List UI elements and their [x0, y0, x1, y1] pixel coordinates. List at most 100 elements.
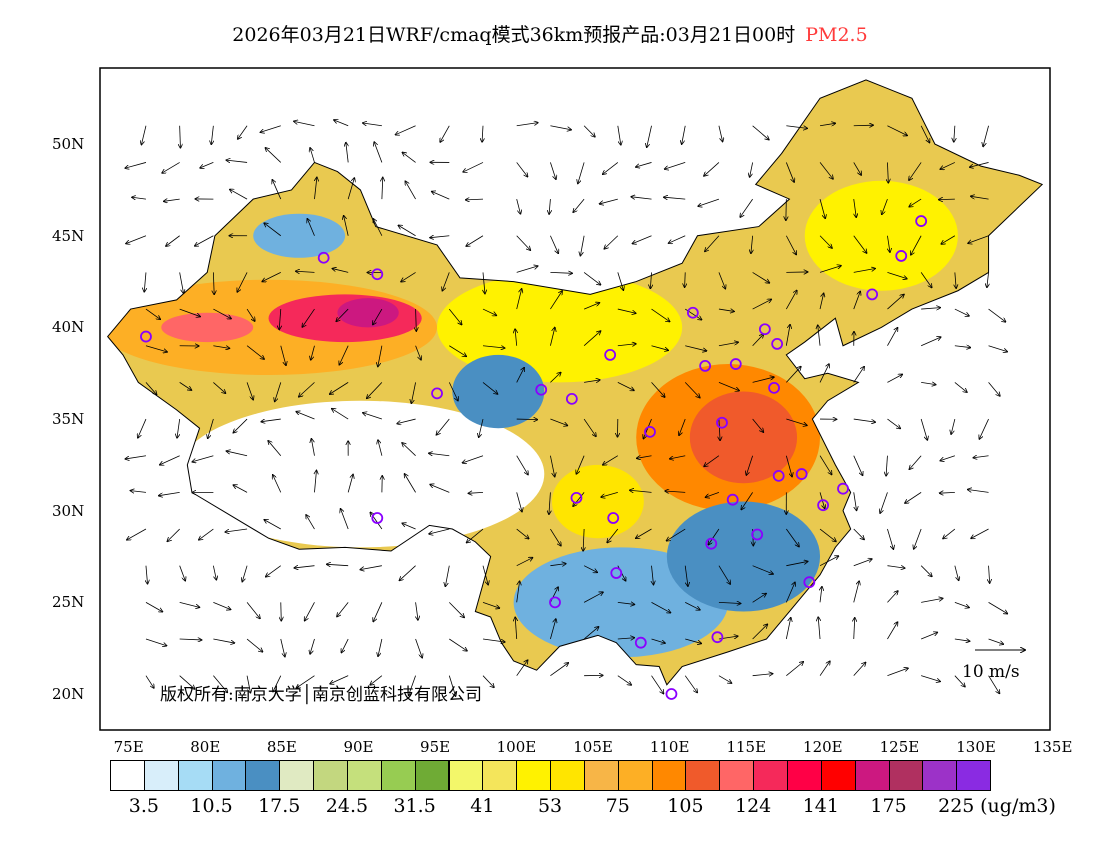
wind-arrow	[347, 475, 353, 493]
wind-arrow	[785, 162, 794, 182]
wind-arrow	[583, 529, 584, 551]
wind-arrow	[786, 561, 807, 567]
wind-arrow	[515, 617, 516, 640]
wind-arrow	[685, 638, 701, 643]
wind-arrow	[395, 125, 416, 135]
wind-arrow	[430, 485, 450, 493]
x-tick-label: 125E	[879, 738, 920, 756]
station-marker	[686, 306, 699, 319]
wind-arrow	[954, 382, 967, 392]
wind-arrow	[516, 455, 528, 475]
wind-arrow	[853, 559, 872, 567]
wind-arrow	[347, 178, 354, 200]
wind-arrow	[819, 661, 830, 676]
wind-arrow	[550, 372, 560, 383]
wind-arrow	[719, 419, 720, 440]
colorbar-swatch	[787, 760, 822, 791]
station-marker	[140, 330, 152, 343]
wind-arrow	[405, 474, 416, 493]
wind-arrow	[651, 382, 665, 397]
wind-arrow	[583, 418, 596, 436]
wind-arrow	[280, 345, 286, 366]
wind-arrow	[482, 638, 505, 642]
wind-arrow	[651, 638, 665, 643]
wind-arrow	[583, 272, 600, 284]
wind-arrow	[179, 272, 184, 293]
wind-arrow	[651, 675, 664, 694]
y-tick-label: 50N	[52, 135, 85, 154]
wind-arrow	[988, 382, 1000, 396]
wind-arrow	[397, 418, 416, 424]
wind-arrow	[601, 491, 618, 497]
wind-arrow	[971, 528, 989, 538]
wind-arrow	[246, 602, 260, 618]
wind-arrow	[550, 418, 567, 425]
pm25-region	[551, 464, 644, 539]
station-marker	[317, 251, 330, 264]
wind-arrow	[853, 367, 864, 383]
wind-arrow	[988, 345, 1008, 352]
wind-arrow	[968, 489, 989, 493]
wind-arrow	[718, 272, 725, 288]
wind-arrow	[583, 592, 603, 603]
wind-arrow	[516, 419, 538, 420]
wind-arrow	[988, 675, 1000, 694]
wind-arrow	[373, 308, 383, 325]
wind-arrow	[819, 528, 836, 541]
wind-arrow	[651, 345, 669, 351]
wind-arrow	[306, 515, 315, 530]
wind-arrow	[617, 125, 621, 145]
wind-arrow	[818, 325, 820, 346]
wind-arrow	[583, 331, 600, 347]
wind-arrow	[667, 528, 686, 541]
wind-arrow	[213, 382, 225, 393]
wind-arrow	[752, 377, 774, 383]
wind-arrow	[921, 598, 943, 603]
wind-arrow	[786, 418, 807, 425]
wind-arrow	[482, 308, 496, 315]
wind-arrow	[416, 602, 418, 620]
colorbar-swatch	[448, 760, 484, 791]
x-tick-label: 135E	[1032, 738, 1073, 756]
wind-arrow	[785, 325, 790, 346]
wind-arrow	[516, 235, 531, 250]
wind-arrow	[920, 565, 932, 577]
wind-arrow	[144, 272, 146, 291]
wind-arrow	[887, 418, 900, 428]
wind-arrow	[246, 382, 253, 399]
wind-arrow	[145, 675, 154, 688]
copyright-text: 版权所有:南京大学│南京创蓝科技有限公司	[160, 685, 482, 705]
wind-arrow	[786, 528, 799, 547]
wind-arrow	[445, 565, 450, 587]
wind-arrow	[785, 582, 795, 603]
wind-arrow	[405, 181, 416, 200]
colorbar-swatch	[583, 760, 619, 791]
wind-arrow	[573, 198, 585, 212]
wind-arrow	[299, 382, 315, 396]
wind-arrow	[955, 272, 956, 288]
wind-arrow	[684, 565, 688, 586]
wind-arrow	[516, 558, 533, 567]
colorbar-swatch	[617, 760, 653, 791]
wind-vector-layer	[125, 120, 1007, 696]
station-marker	[726, 493, 739, 506]
wind-arrow	[718, 565, 730, 584]
wind-arrow	[332, 269, 349, 273]
wind-arrow	[482, 601, 499, 608]
wind-arrow	[160, 455, 180, 465]
wind-arrow	[416, 309, 417, 331]
wind-arrow	[920, 337, 941, 347]
wind-arrow	[296, 271, 315, 272]
wind-arrow	[818, 617, 820, 640]
wind-arrow	[752, 594, 766, 603]
wind-arrow	[482, 565, 488, 585]
wind-arrow	[785, 235, 796, 255]
wind-arrow	[261, 418, 281, 422]
wind-arrow	[746, 455, 754, 475]
wind-arrow	[367, 382, 383, 398]
wind-arrow	[643, 418, 652, 439]
station-marker	[817, 499, 830, 512]
y-tick-label: 25N	[52, 593, 85, 612]
wind-arrow	[909, 162, 922, 180]
